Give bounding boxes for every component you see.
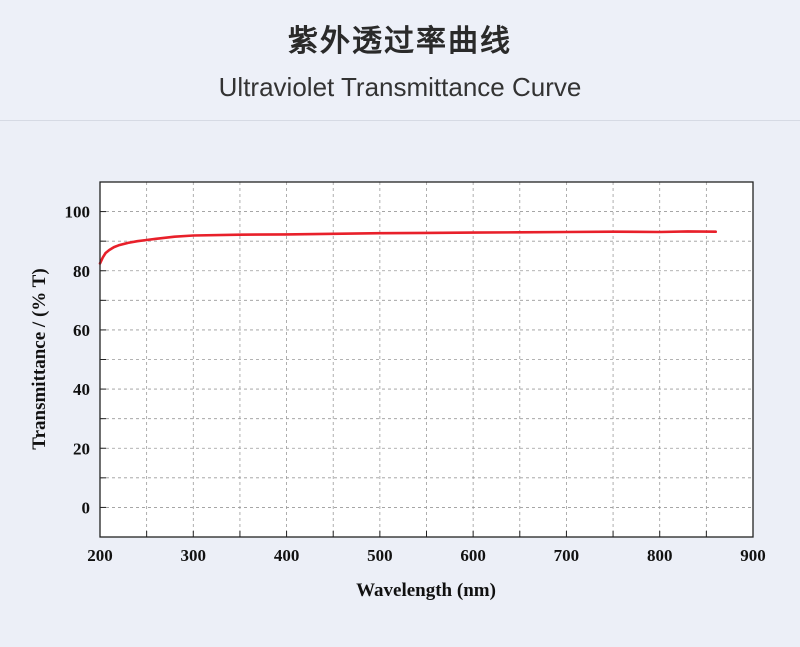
y-tick-label: 0 xyxy=(82,498,91,517)
title-english: Ultraviolet Transmittance Curve xyxy=(218,72,582,102)
x-tick-label: 400 xyxy=(274,546,300,565)
y-tick-label: 20 xyxy=(73,439,90,458)
title-chinese: 紫外透过率曲线 xyxy=(288,24,512,59)
chart-area: 0 20 40 60 80 100 200 300 400 500 600 700 800 900 Wa… xyxy=(0,121,800,643)
y-axis-label: Transmittance / (% T) xyxy=(29,268,50,449)
y-axis-ticks: 0 20 40 60 80 100 xyxy=(65,203,106,517)
grid-lines xyxy=(100,182,753,537)
x-axis-ticks: 200 300 400 500 600 700 800 900 xyxy=(87,531,766,565)
x-tick-label: 800 xyxy=(647,546,673,565)
x-tick-label: 700 xyxy=(554,546,580,565)
x-tick-label: 200 xyxy=(87,546,113,565)
transmittance-line xyxy=(98,230,717,265)
x-tick-label: 500 xyxy=(367,546,393,565)
transmittance-chart: 0 20 40 60 80 100 200 300 400 500 600 700 800 900 Wa… xyxy=(29,181,766,601)
x-tick-label: 600 xyxy=(460,546,486,565)
y-tick-label: 100 xyxy=(65,203,91,222)
header: 紫外透过率曲线 Ultraviolet Transmittance Curve xyxy=(0,0,800,121)
y-tick-label: 40 xyxy=(73,380,90,399)
x-axis-label: Wavelength (nm) xyxy=(356,580,496,601)
y-tick-label: 60 xyxy=(73,321,90,340)
y-tick-label: 80 xyxy=(73,262,90,281)
plot-frame xyxy=(99,181,754,538)
x-tick-label: 900 xyxy=(740,546,766,565)
x-tick-label: 300 xyxy=(181,546,207,565)
series-group xyxy=(98,230,717,265)
